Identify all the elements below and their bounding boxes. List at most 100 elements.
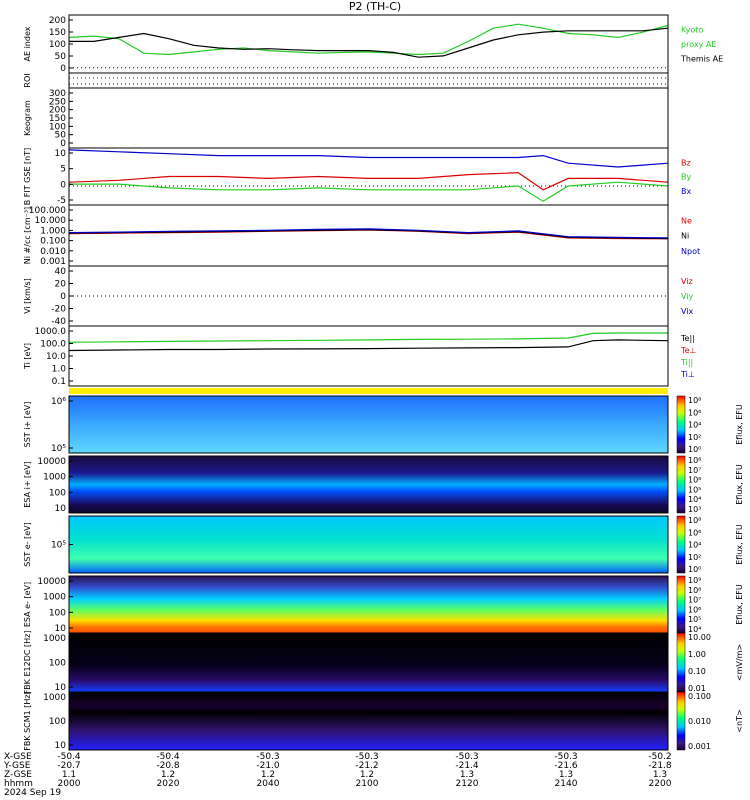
y-tick-label: 20 (55, 280, 67, 290)
y-tick-label: 100 (49, 40, 66, 50)
spectrogram-sst-ion (69, 396, 668, 453)
y-tick-label: 10⁵ (51, 444, 66, 454)
y-tick-label: 1000 (43, 634, 66, 644)
panel-frame (68, 204, 669, 267)
tick-col-4: -50.3 -21.4 1.3 2120 (455, 752, 479, 789)
series-line-bfield-1 (69, 181, 669, 202)
tick-time: 2020 (157, 779, 180, 789)
y-axis-label: SST e- [eV] (23, 522, 32, 567)
y-tick-label: -20 (51, 305, 66, 315)
y-tick-label: 100.000 (29, 206, 66, 216)
colorbar-tick: 10⁶ (688, 476, 701, 485)
y-tick-label: 100 (49, 488, 66, 498)
y-tick-label: 5 (60, 165, 66, 175)
panel-fbk-e: 1000 100 10 FBK E12DC [Hz] 10.00 1.00 0.10 0.01… (23, 631, 744, 695)
panel-sst-ion: 10⁶ 10⁵ SST i+ [eV] 10⁸ 10⁶ 10⁴ 10² 10⁰ Eflux, E… (23, 395, 744, 454)
series-line-ae-1 (69, 27, 669, 58)
y-tick-label: 0.100 (40, 237, 66, 247)
tick-col-3: -50.3 -21.2 1.2 2100 (355, 752, 378, 789)
colorbar-gradient (676, 515, 686, 574)
tick-col-0: -50.4 -20.7 1.1 2000 (57, 752, 81, 789)
legend-entry: Ni (681, 232, 689, 241)
colorbar-label: Eflux, EFU (735, 464, 744, 505)
panel-temperature: 1000.0 100.0 10.0 1.0 0.1 Ti [eV] Te|| Te⊥ Ti|| T… (23, 325, 696, 387)
panel-bfield: 10 5 0 -5 B FIT GSE [nT] Bz By Bx (23, 147, 691, 206)
tick-ygse: -21.8 (648, 761, 672, 771)
y-tick-label: 10⁵ (51, 541, 66, 551)
series-line-density-1 (68, 229, 669, 240)
tick-time: 2200 (649, 779, 672, 789)
y-axis-label: Ti [eV] (23, 343, 32, 370)
y-tick-label: 100 (49, 659, 66, 669)
panel-roi: ROI (23, 72, 669, 89)
colorbar-gradient (676, 395, 686, 454)
y-axis-label: Ni #/cc [cm⁻³] (23, 207, 32, 264)
legend-entry: By (681, 173, 691, 182)
y-tick-label: 250 (49, 97, 66, 107)
colorbar-tick: 10⁸ (688, 456, 701, 465)
colorbar-tick: 10⁶ (688, 408, 701, 417)
panel-frame (68, 325, 669, 387)
y-tick-label: 40 (55, 267, 67, 277)
colorbar-tick: 10⁸ (688, 586, 701, 595)
colorbar-tick: 10⁵ (688, 485, 701, 494)
tick-time: 2000 (58, 779, 81, 789)
colorbar-label: Eflux, EFU (735, 584, 744, 625)
tick-xgse: -50.3 (554, 752, 577, 762)
colorbar-tick: 10⁷ (688, 466, 701, 475)
y-tick-label: 100 (49, 122, 66, 132)
tick-xgse: -50.3 (455, 752, 478, 762)
tick-zgse: 1.3 (653, 770, 667, 780)
legend-entry: proxy AE (681, 40, 716, 49)
date-label: 2024 Sep 19 (4, 788, 61, 798)
y-tick-label: 10 (55, 149, 67, 159)
y-tick-label: 10000 (37, 457, 66, 467)
tick-xgse: -50.3 (256, 752, 279, 762)
tick-zgse: 1.2 (161, 770, 175, 780)
time-axis: X-GSE Y-GSE Z-GSE hhmm 2024 Sep 19 -50.4… (3, 752, 672, 798)
colorbar-gradient (676, 691, 686, 751)
panel-frame (68, 265, 669, 327)
colorbar-tick: 10⁸ (688, 516, 701, 525)
row-label-y-gse: Y-GSE (3, 761, 31, 771)
y-tick-label: -5 (57, 196, 66, 206)
colorbar-label: Eflux, EFU (735, 404, 744, 445)
series-line-temperature-1 (68, 339, 669, 352)
row-label-z-gse: Z-GSE (4, 770, 32, 780)
y-tick-label: 0.001 (40, 257, 66, 267)
colorbar-tick: 1.00 (688, 650, 706, 659)
legend-entry: Bz (681, 158, 691, 167)
colorbar-label: <mV/m> (735, 644, 744, 681)
spectrogram-fbk-b (69, 692, 668, 750)
legend-entry: Ti|| (680, 358, 693, 367)
y-tick-label: 50 (55, 131, 67, 141)
quality-flag-strip (69, 388, 668, 394)
panel-frame (68, 87, 669, 149)
legend-entry: Te⊥ (680, 346, 696, 355)
panel-frame (68, 72, 669, 89)
panel-frame (68, 14, 669, 74)
tick-col-5: -50.3 -21.6 1.3 2140 (554, 752, 578, 789)
colorbar-tick: 0.100 (688, 692, 711, 701)
colorbar-gradient (676, 575, 686, 634)
y-tick-label: 10.0 (46, 352, 66, 362)
colorbar-tick: 10⁷ (688, 596, 701, 605)
spectrogram-fbk-e (69, 633, 668, 692)
tick-time: 2120 (456, 779, 479, 789)
spectrogram-sst-electron (69, 516, 668, 573)
colorbar-tick: 10⁰ (688, 565, 701, 574)
row-label-x-gse: X-GSE (4, 752, 32, 762)
tick-ygse: -20.8 (156, 761, 180, 771)
tick-xgse: -50.2 (648, 752, 671, 762)
panel-velocity: 40 20 0 -20 -40 Vi [km/s] Viz Viy Vix (23, 265, 694, 327)
spectrogram-esa-electron (69, 576, 668, 633)
y-axis-label: ESA e- [eV] (23, 582, 32, 627)
row-label-hhmm: hhmm (4, 779, 33, 789)
y-tick-label: 300 (49, 89, 66, 99)
tick-ygse: -21.6 (554, 761, 578, 771)
y-tick-label: 1000.0 (35, 327, 67, 337)
y-tick-label: 10⁶ (51, 397, 66, 407)
